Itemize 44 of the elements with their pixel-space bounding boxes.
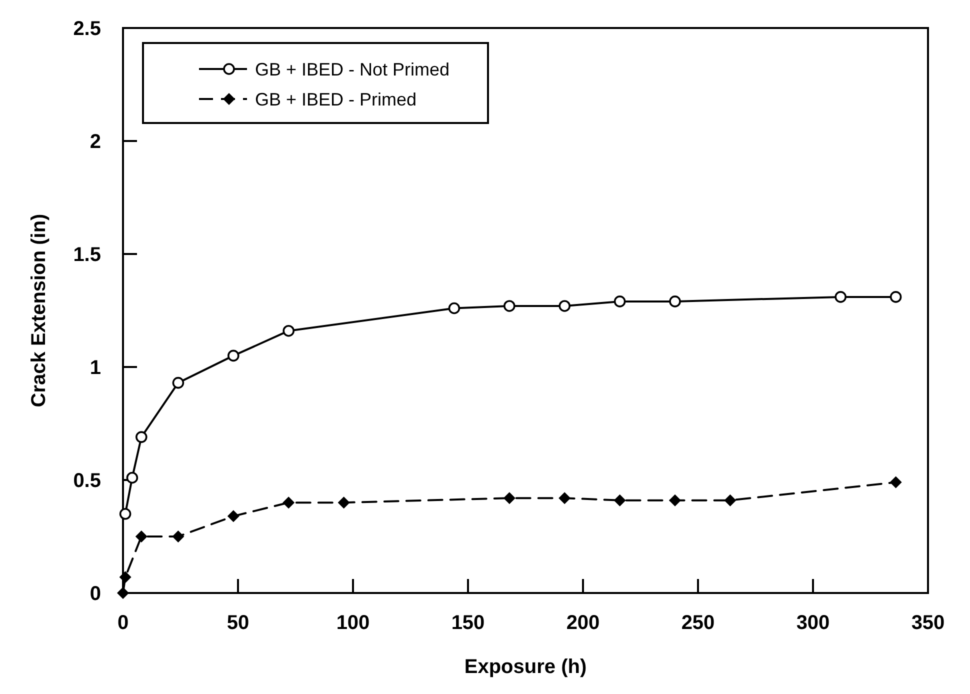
point [126,472,138,484]
x-tick-label: 0 [117,612,129,634]
point [503,492,516,504]
y-tick-label: 0.5 [73,470,101,492]
y-tick-label: 0 [90,583,101,605]
y-tick-label: 1 [90,357,101,379]
legend-label: GB + IBED - Primed [255,89,417,110]
y-tick-label: 2.5 [73,18,101,40]
point [172,376,184,389]
x-tick-label: 50 [226,612,250,634]
x-tick-label: 250 [681,612,715,634]
point [669,296,681,308]
x-tick-label: 200 [566,612,600,634]
x-tick-label: 150 [451,612,485,634]
x-axis-title: Exposure (h) [464,656,587,678]
point [228,350,240,362]
point [890,476,902,488]
point [119,571,132,584]
point [448,302,460,314]
point [282,324,294,337]
point [135,530,148,542]
point [890,291,902,303]
point [558,300,570,312]
point [669,494,681,506]
legend-label: GB + IBED - Not Primed [255,59,450,80]
point [724,494,736,506]
x-tick-label: 350 [911,612,945,634]
point [614,494,626,506]
point [117,587,129,599]
y-tick-label: 2 [90,131,101,153]
x-tick-label: 300 [796,612,830,634]
point [614,296,626,308]
point [558,492,571,504]
point [834,291,846,303]
point [282,496,295,509]
point [338,496,350,509]
y-tick-label: 1.5 [73,244,101,266]
point [504,300,516,312]
point [227,510,240,522]
point [136,431,148,443]
y-axis-title: Crack Extension (in) [28,214,50,408]
point [119,508,132,520]
point [172,530,184,542]
x-tick-label: 100 [336,612,370,634]
